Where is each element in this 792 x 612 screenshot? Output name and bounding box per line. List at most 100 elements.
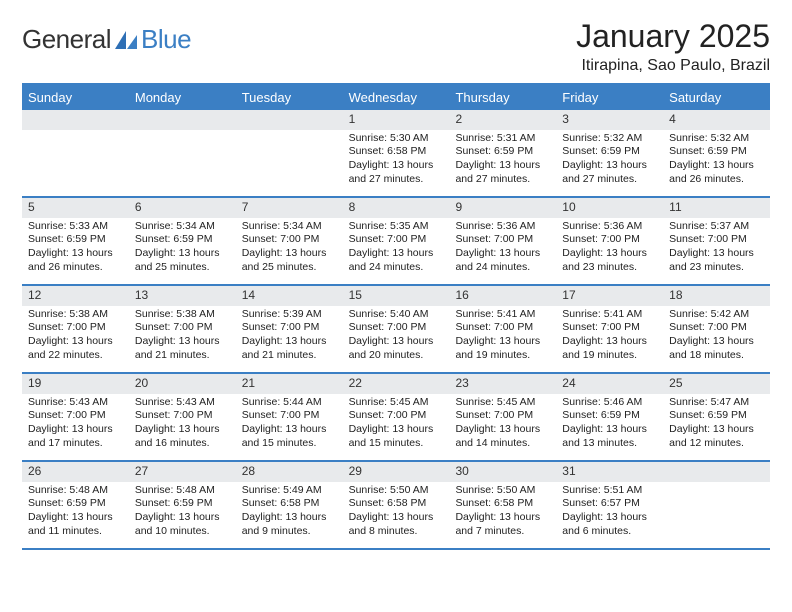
daylight-text-2: and 19 minutes. (455, 349, 550, 363)
day-number-bar (236, 110, 343, 130)
day-cell: 27Sunrise: 5:48 AMSunset: 6:59 PMDayligh… (129, 462, 236, 548)
day-number-bar: 25 (663, 374, 770, 394)
sunset-text: Sunset: 6:58 PM (455, 497, 550, 511)
day-cell (129, 110, 236, 196)
daylight-text-2: and 21 minutes. (242, 349, 337, 363)
brand-part1: General (22, 24, 111, 55)
day-number-bar (663, 462, 770, 482)
day-cell: 6Sunrise: 5:34 AMSunset: 6:59 PMDaylight… (129, 198, 236, 284)
day-body: Sunrise: 5:51 AMSunset: 6:57 PMDaylight:… (556, 482, 663, 543)
day-body: Sunrise: 5:38 AMSunset: 7:00 PMDaylight:… (129, 306, 236, 367)
day-cell: 14Sunrise: 5:39 AMSunset: 7:00 PMDayligh… (236, 286, 343, 372)
day-body: Sunrise: 5:37 AMSunset: 7:00 PMDaylight:… (663, 218, 770, 279)
day-number-bar: 5 (22, 198, 129, 218)
daylight-text-1: Daylight: 13 hours (562, 423, 657, 437)
daylight-text-2: and 13 minutes. (562, 437, 657, 451)
day-number-bar: 17 (556, 286, 663, 306)
day-cell: 12Sunrise: 5:38 AMSunset: 7:00 PMDayligh… (22, 286, 129, 372)
day-cell: 25Sunrise: 5:47 AMSunset: 6:59 PMDayligh… (663, 374, 770, 460)
daylight-text-2: and 12 minutes. (669, 437, 764, 451)
daylight-text-2: and 21 minutes. (135, 349, 230, 363)
daylight-text-1: Daylight: 13 hours (455, 159, 550, 173)
daylight-text-1: Daylight: 13 hours (135, 247, 230, 261)
day-cell: 19Sunrise: 5:43 AMSunset: 7:00 PMDayligh… (22, 374, 129, 460)
day-cell (663, 462, 770, 548)
sunset-text: Sunset: 7:00 PM (455, 321, 550, 335)
sunset-text: Sunset: 6:59 PM (562, 409, 657, 423)
dow-tue: Tuesday (236, 85, 343, 110)
daylight-text-1: Daylight: 13 hours (562, 159, 657, 173)
dow-sat: Saturday (663, 85, 770, 110)
day-body: Sunrise: 5:35 AMSunset: 7:00 PMDaylight:… (343, 218, 450, 279)
daylight-text-1: Daylight: 13 hours (455, 247, 550, 261)
sunset-text: Sunset: 7:00 PM (242, 321, 337, 335)
daylight-text-2: and 24 minutes. (455, 261, 550, 275)
sunrise-text: Sunrise: 5:51 AM (562, 484, 657, 498)
day-cell: 15Sunrise: 5:40 AMSunset: 7:00 PMDayligh… (343, 286, 450, 372)
day-number-bar (129, 110, 236, 130)
day-cell: 9Sunrise: 5:36 AMSunset: 7:00 PMDaylight… (449, 198, 556, 284)
sunset-text: Sunset: 6:59 PM (28, 497, 123, 511)
day-number-bar: 29 (343, 462, 450, 482)
daylight-text-2: and 6 minutes. (562, 525, 657, 539)
day-number-bar: 13 (129, 286, 236, 306)
day-number-bar: 16 (449, 286, 556, 306)
day-number-bar: 6 (129, 198, 236, 218)
daylight-text-2: and 25 minutes. (242, 261, 337, 275)
brand-part2: Blue (141, 24, 191, 55)
daylight-text-1: Daylight: 13 hours (28, 423, 123, 437)
daylight-text-2: and 18 minutes. (669, 349, 764, 363)
daylight-text-2: and 11 minutes. (28, 525, 123, 539)
week-row: 19Sunrise: 5:43 AMSunset: 7:00 PMDayligh… (22, 374, 770, 462)
day-body: Sunrise: 5:47 AMSunset: 6:59 PMDaylight:… (663, 394, 770, 455)
sunrise-text: Sunrise: 5:36 AM (562, 220, 657, 234)
brand-logo: General Blue (22, 24, 191, 55)
day-number-bar: 30 (449, 462, 556, 482)
daylight-text-2: and 23 minutes. (669, 261, 764, 275)
sunset-text: Sunset: 6:59 PM (562, 145, 657, 159)
day-body: Sunrise: 5:42 AMSunset: 7:00 PMDaylight:… (663, 306, 770, 367)
day-number-bar: 14 (236, 286, 343, 306)
day-cell (22, 110, 129, 196)
daylight-text-1: Daylight: 13 hours (669, 159, 764, 173)
sunset-text: Sunset: 7:00 PM (455, 233, 550, 247)
sunrise-text: Sunrise: 5:50 AM (455, 484, 550, 498)
day-body (236, 130, 343, 136)
sunset-text: Sunset: 6:59 PM (669, 145, 764, 159)
header: General Blue January 2025 Itirapina, Sao… (22, 18, 770, 75)
day-body: Sunrise: 5:48 AMSunset: 6:59 PMDaylight:… (22, 482, 129, 543)
sunset-text: Sunset: 6:59 PM (28, 233, 123, 247)
daylight-text-2: and 9 minutes. (242, 525, 337, 539)
sunrise-text: Sunrise: 5:36 AM (455, 220, 550, 234)
day-body: Sunrise: 5:44 AMSunset: 7:00 PMDaylight:… (236, 394, 343, 455)
day-body (129, 130, 236, 136)
daylight-text-1: Daylight: 13 hours (135, 511, 230, 525)
dow-sun: Sunday (22, 85, 129, 110)
day-body: Sunrise: 5:36 AMSunset: 7:00 PMDaylight:… (556, 218, 663, 279)
day-number-bar: 18 (663, 286, 770, 306)
daylight-text-1: Daylight: 13 hours (349, 511, 444, 525)
daylight-text-1: Daylight: 13 hours (135, 335, 230, 349)
sunrise-text: Sunrise: 5:39 AM (242, 308, 337, 322)
sunset-text: Sunset: 6:59 PM (135, 233, 230, 247)
daylight-text-1: Daylight: 13 hours (455, 335, 550, 349)
sunset-text: Sunset: 7:00 PM (349, 321, 444, 335)
day-number-bar: 3 (556, 110, 663, 130)
day-number-bar: 1 (343, 110, 450, 130)
sunrise-text: Sunrise: 5:30 AM (349, 132, 444, 146)
sunrise-text: Sunrise: 5:49 AM (242, 484, 337, 498)
daylight-text-1: Daylight: 13 hours (28, 511, 123, 525)
sunset-text: Sunset: 7:00 PM (349, 233, 444, 247)
sunrise-text: Sunrise: 5:32 AM (562, 132, 657, 146)
day-body: Sunrise: 5:45 AMSunset: 7:00 PMDaylight:… (343, 394, 450, 455)
day-body: Sunrise: 5:36 AMSunset: 7:00 PMDaylight:… (449, 218, 556, 279)
day-number-bar: 12 (22, 286, 129, 306)
daylight-text-1: Daylight: 13 hours (28, 335, 123, 349)
day-body: Sunrise: 5:46 AMSunset: 6:59 PMDaylight:… (556, 394, 663, 455)
sunset-text: Sunset: 7:00 PM (135, 409, 230, 423)
day-cell: 11Sunrise: 5:37 AMSunset: 7:00 PMDayligh… (663, 198, 770, 284)
day-number-bar (22, 110, 129, 130)
sunrise-text: Sunrise: 5:47 AM (669, 396, 764, 410)
day-cell: 30Sunrise: 5:50 AMSunset: 6:58 PMDayligh… (449, 462, 556, 548)
day-cell: 31Sunrise: 5:51 AMSunset: 6:57 PMDayligh… (556, 462, 663, 548)
